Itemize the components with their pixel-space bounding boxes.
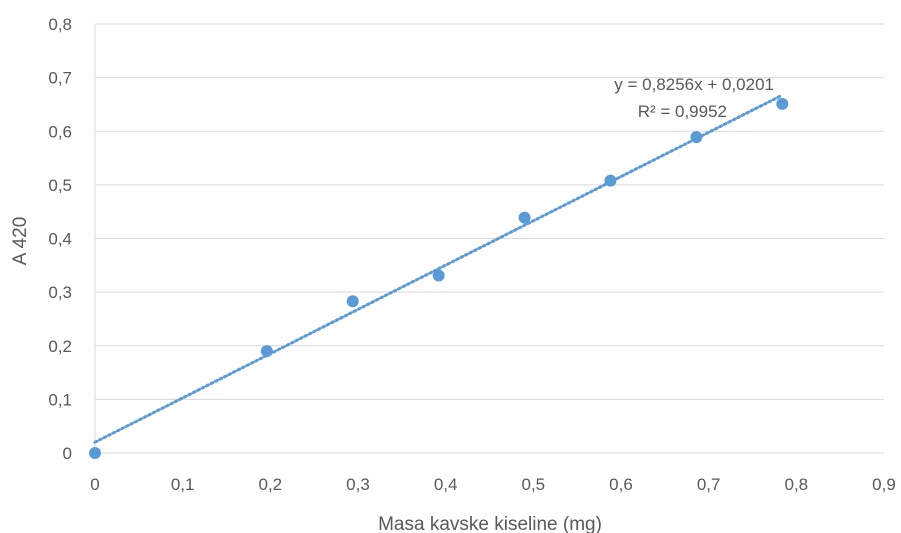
trendline xyxy=(93,93,784,444)
y-tick-label: 0,7 xyxy=(48,69,72,88)
x-axis-title: Masa kavske kiseline (mg) xyxy=(378,514,602,533)
data-point xyxy=(346,295,359,308)
trendline-r-squared: R² = 0,9952 xyxy=(638,102,727,121)
y-tick-label: 0,6 xyxy=(48,122,72,141)
axes xyxy=(94,24,884,454)
x-tick-label: 0,6 xyxy=(609,475,633,494)
data-point xyxy=(604,174,617,187)
y-tick-label: 0,8 xyxy=(48,15,72,34)
y-tick-label: 0,2 xyxy=(48,337,72,356)
data-points xyxy=(89,97,789,459)
data-point xyxy=(518,211,531,224)
data-point xyxy=(260,345,273,358)
x-tick-label: 0,7 xyxy=(697,475,721,494)
y-axis-title: A 420 xyxy=(10,217,31,266)
data-point xyxy=(89,447,101,459)
x-tick-label: 0 xyxy=(90,475,99,494)
tick-labels: 0 0,1 0,2 0,3 0,4 0,5 0,6 0,7 0,8 0 0,1 0,2 0,3 0,4 0,… xyxy=(48,15,895,494)
x-tick-label: 0,9 xyxy=(872,475,896,494)
x-tick-label: 0,3 xyxy=(346,475,370,494)
data-point xyxy=(432,269,445,282)
x-tick-label: 0,2 xyxy=(259,475,283,494)
y-tick-label: 0,3 xyxy=(48,283,72,302)
x-tick-label: 0,4 xyxy=(434,475,458,494)
y-tick-label: 0,5 xyxy=(48,176,72,195)
y-tick-label: 0 xyxy=(63,444,72,463)
x-tick-label: 0,8 xyxy=(785,475,809,494)
x-tick-label: 0,5 xyxy=(522,475,546,494)
x-tick-label: 0,1 xyxy=(171,475,195,494)
data-point xyxy=(776,97,789,110)
data-point xyxy=(690,131,703,144)
trendline-equation: y = 0,8256x + 0,0201 xyxy=(614,75,774,94)
y-tick-label: 0,4 xyxy=(48,230,72,249)
trendline-layer xyxy=(93,93,784,444)
y-tick-label: 0,1 xyxy=(48,390,72,409)
gridlines xyxy=(95,23,884,400)
